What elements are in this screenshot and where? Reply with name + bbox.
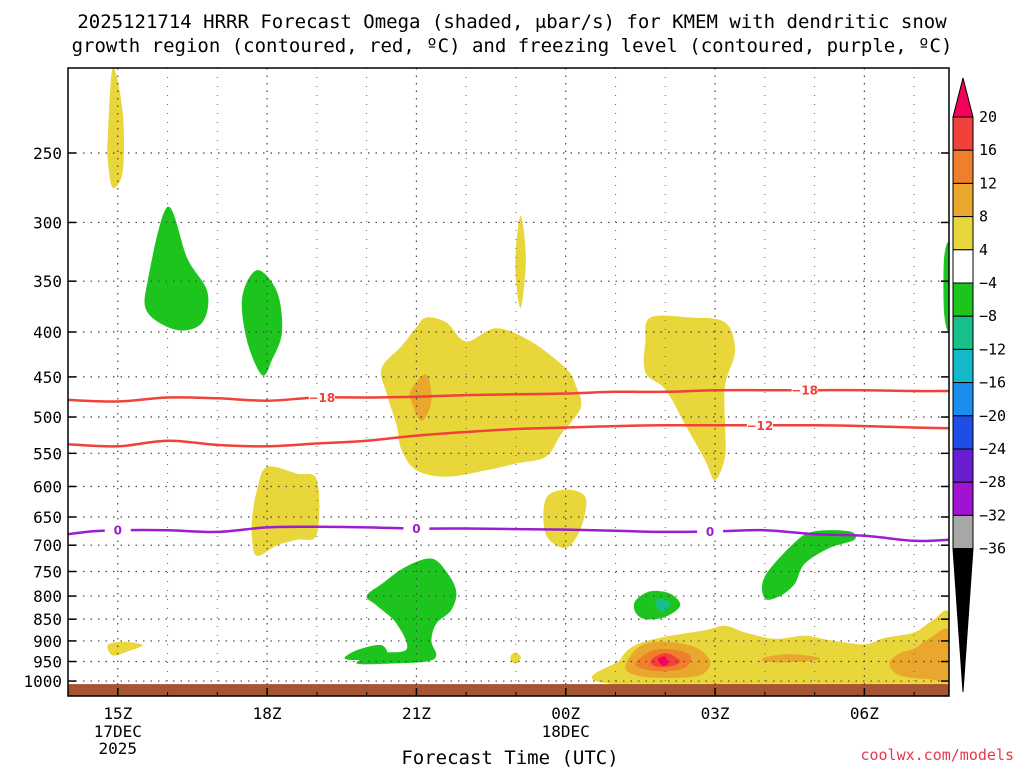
- y-tick-label-950: 950: [33, 653, 62, 672]
- colorbar-label-5: −4: [979, 274, 997, 292]
- y-tick-label-300: 300: [33, 213, 62, 232]
- y-tick-label-900: 900: [33, 632, 62, 651]
- dgz-contour-minus18-label-1: −18: [791, 384, 818, 398]
- temperature-contours: −18 −18 −12 0 0 0: [68, 383, 949, 543]
- plot-frame: [67, 67, 950, 697]
- omega-region-14: [510, 652, 521, 664]
- colorbar-label-3: 8: [979, 208, 988, 226]
- x-axis-label: Forecast Time (UTC): [401, 747, 618, 768]
- y-tick-label-250: 250: [33, 144, 62, 163]
- chart-title-line1: 2025121714 HRRR Forecast Omega (shaded, …: [77, 11, 947, 33]
- colorbar-band-13: [952, 514, 974, 550]
- x-tick-label-15: 15Z: [103, 704, 132, 723]
- colorbar-label-2: 12: [979, 174, 997, 192]
- colorbar-band-2: [952, 149, 974, 184]
- colorbar-label-9: −20: [979, 407, 1006, 425]
- colorbar-label-13: −36: [979, 540, 1006, 558]
- y-tick-label-800: 800: [33, 587, 62, 606]
- colorbar-band-10: [952, 415, 974, 450]
- x-date-label-0-1: 2025: [99, 739, 138, 758]
- freezing-level-contour-label-1: 0: [412, 522, 420, 536]
- colorbar-band-12: [952, 481, 974, 516]
- dgz-contour-minus18-label-bg-0: [308, 390, 335, 405]
- dgz-contour-minus12-label-bg-0: [746, 418, 773, 433]
- dgz-contour-minus18-label-bg-1: [791, 383, 818, 398]
- omega-region-13: [107, 641, 143, 656]
- colorbar-label-1: 16: [979, 141, 997, 159]
- x-tick-label-21: 21Z: [402, 704, 431, 723]
- freezing-level-contour-label-bg-2: [697, 524, 724, 539]
- colorbar-band-7: [952, 315, 974, 350]
- omega-region-8: [543, 489, 587, 548]
- colorbar-band-9: [952, 382, 974, 417]
- freezing-level-contour-label-bg-0: [104, 523, 131, 538]
- colorbar-label-7: −12: [979, 340, 1006, 358]
- y-axis: 250 300 350 400 450 500 550 600 650 700 750 800 850 9…: [23, 144, 949, 691]
- y-tick-label-400: 400: [33, 323, 62, 342]
- colorbar-top-arrow: [952, 77, 974, 118]
- colorbar-band-3: [952, 182, 974, 218]
- omega-region-19: [762, 654, 821, 663]
- y-tick-label-650: 650: [33, 508, 62, 527]
- dgz-contour-minus12: [68, 424, 949, 448]
- x-tick-label-18: 18Z: [253, 704, 282, 723]
- y-tick-label-550: 550: [33, 444, 62, 463]
- y-tick-label-750: 750: [33, 562, 62, 581]
- colorbar-label-11: −28: [979, 473, 1006, 491]
- x-tick-label-27: 03Z: [701, 704, 730, 723]
- freezing-level-contour-label-bg-1: [403, 521, 430, 536]
- colorbar-band-8: [952, 348, 974, 384]
- omega-region-9: [761, 530, 857, 600]
- omega-region-0: [107, 68, 124, 189]
- colorbar-label-10: −24: [979, 440, 1006, 458]
- colorbar-band-5: [952, 249, 974, 284]
- omega-region-3: [380, 317, 582, 477]
- y-tick-label-600: 600: [33, 477, 62, 496]
- omega-region-16: [655, 598, 671, 612]
- colorbar-label-4: 4: [979, 241, 988, 259]
- dgz-contour-minus12-label-0: −12: [746, 419, 773, 433]
- ground-band-rect: [68, 684, 949, 696]
- omega-region-23: [657, 656, 668, 666]
- colorbar-band-4: [952, 216, 974, 251]
- omega-region-6: [643, 315, 735, 481]
- colorbar-bottom-arrow: [952, 548, 974, 693]
- omega-region-11: [356, 558, 457, 665]
- y-tick-label-450: 450: [33, 368, 62, 387]
- colorbar: 20 16 12 8 4 −4 −8 −12 −16 −20 −24 −28 −32 −36: [952, 77, 1006, 693]
- colorbar-band-11: [952, 448, 974, 483]
- x-tick-label-24: 00Z: [551, 704, 580, 723]
- y-tick-label-700: 700: [33, 536, 62, 555]
- omega-region-12: [344, 644, 388, 661]
- omega-region-5: [515, 215, 526, 308]
- colorbar-band-6: [952, 282, 974, 317]
- colorbar-label-6: −8: [979, 307, 997, 325]
- colorbar-band-1: [952, 116, 974, 151]
- y-tick-label-350: 350: [33, 272, 62, 291]
- omega-region-1: [144, 206, 209, 331]
- y-tick-label-1000: 1000: [23, 672, 62, 691]
- ground-band: [68, 684, 949, 696]
- omega-region-2: [241, 270, 283, 376]
- omega-region-20: [889, 628, 949, 682]
- colorbar-label-8: −16: [979, 374, 1006, 392]
- x-date-label-0-0: 17DEC: [94, 722, 142, 741]
- x-date-label-1-0: 18DEC: [542, 722, 590, 741]
- dgz-contour-minus18-label-0: −18: [308, 391, 335, 405]
- y-tick-label-500: 500: [33, 408, 62, 427]
- credit-text: coolwx.com/models: [860, 746, 1014, 764]
- chart-title-line2: growth region (contoured, red, ºC) and f…: [72, 35, 953, 57]
- freezing-level-contour-label-0: 0: [114, 524, 122, 538]
- y-tick-label-850: 850: [33, 610, 62, 629]
- omega-region-10: [943, 242, 949, 332]
- omega-region-7: [251, 466, 320, 556]
- colorbar-label-0: 20: [979, 108, 997, 126]
- colorbar-label-12: −32: [979, 506, 1006, 524]
- omega-shaded-regions: [107, 68, 949, 691]
- freezing-level-contour: [68, 525, 949, 543]
- x-tick-label-30: 06Z: [850, 704, 879, 723]
- freezing-level-contour-label-2: 0: [706, 525, 714, 539]
